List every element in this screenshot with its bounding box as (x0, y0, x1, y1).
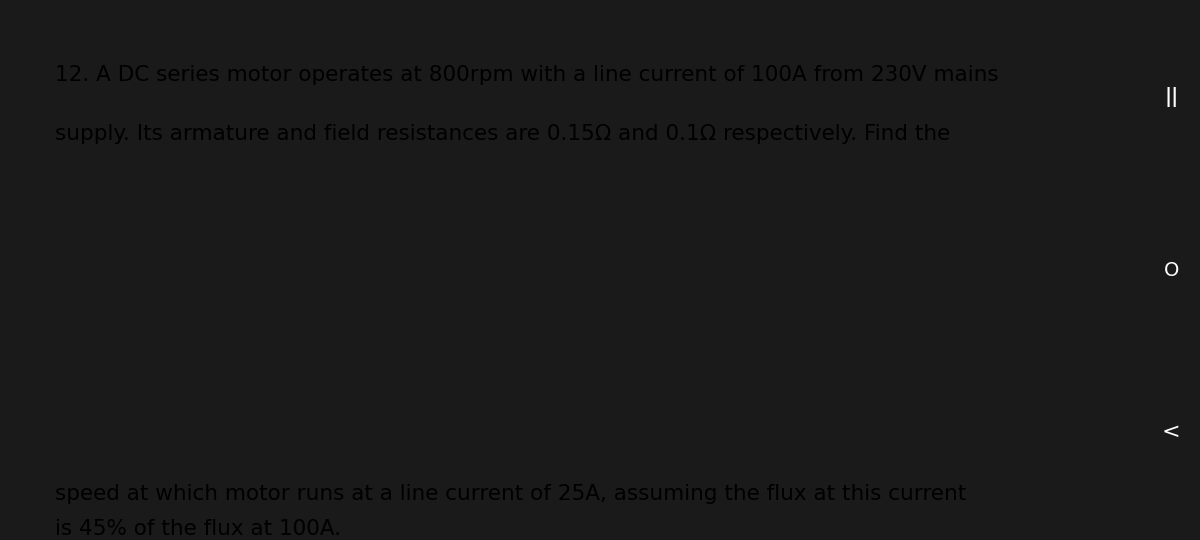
Text: ||: || (1164, 87, 1178, 107)
Text: is 45% of the flux at 100A.: is 45% of the flux at 100A. (55, 519, 341, 539)
Text: <: < (1162, 422, 1181, 442)
Text: speed at which motor runs at a line current of 25A, assuming the flux at this cu: speed at which motor runs at a line curr… (55, 484, 966, 504)
Text: supply. Its armature and field resistances are 0.15Ω and 0.1Ω respectively. Find: supply. Its armature and field resistanc… (55, 124, 950, 144)
Text: 12. A DC series motor operates at 800rpm with a line current of 100A from 230V m: 12. A DC series motor operates at 800rpm… (55, 65, 998, 85)
Text: O: O (1164, 260, 1178, 280)
